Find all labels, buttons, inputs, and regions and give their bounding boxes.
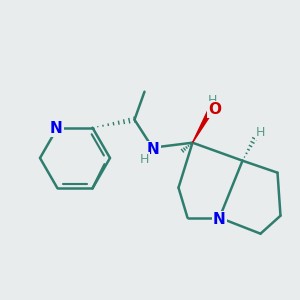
Text: H: H [208,94,217,107]
Text: N: N [50,121,63,136]
Text: H: H [256,126,265,139]
Text: O: O [208,102,221,117]
Text: N: N [213,212,226,227]
Polygon shape [193,110,213,143]
Text: H: H [140,153,149,166]
Text: N: N [147,142,160,157]
